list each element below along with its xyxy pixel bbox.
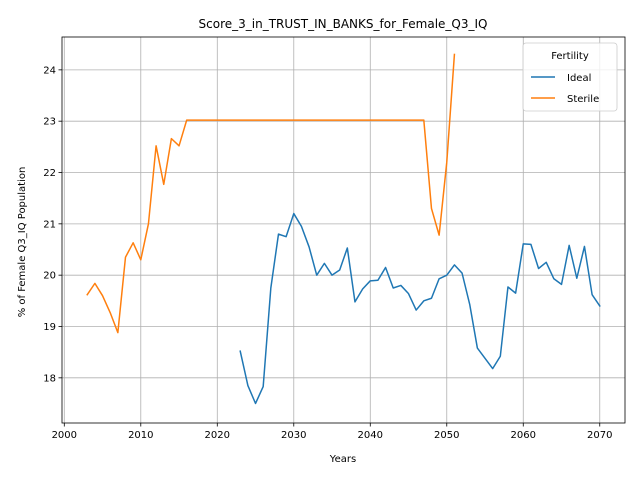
legend-box [522,42,618,112]
series-line-sterile [86,53,456,334]
x-tick-label: 2000 [52,430,77,441]
y-tick-label: 22 [43,168,56,179]
x-tick-label: 2070 [587,430,612,441]
y-tick-label: 24 [43,65,56,76]
x-axis-ticks: 2000 2010 2020 2030 2040 2050 2060 2070 [52,423,612,441]
legend: Fertility Ideal Sterile [522,42,618,112]
y-tick-label: 20 [43,271,56,282]
legend-label-sterile: Sterile [567,94,599,105]
legend-title: Fertility [551,51,589,62]
x-tick-label: 2050 [434,430,459,441]
series-lines [86,53,601,405]
y-tick-label: 23 [43,117,56,128]
x-tick-label: 2060 [511,430,536,441]
x-tick-label: 2010 [128,430,153,441]
grid [62,37,625,423]
y-tick-label: 21 [43,219,56,230]
y-tick-label: 19 [43,322,56,333]
legend-label-ideal: Ideal [567,73,591,84]
chart-title: Score_3_in_TRUST_IN_BANKS_for_Female_Q3_… [199,17,488,31]
plot-frame [61,36,626,424]
x-axis-label: Years [329,454,356,465]
y-axis-ticks: 18 19 20 21 22 23 24 [43,65,62,384]
x-tick-label: 2030 [281,430,306,441]
x-tick-label: 2040 [358,430,383,441]
y-tick-label: 18 [43,373,56,384]
y-axis-label: % of Female Q3_IQ Population [17,167,28,318]
x-tick-label: 2020 [205,430,230,441]
series-line-ideal [239,212,601,405]
